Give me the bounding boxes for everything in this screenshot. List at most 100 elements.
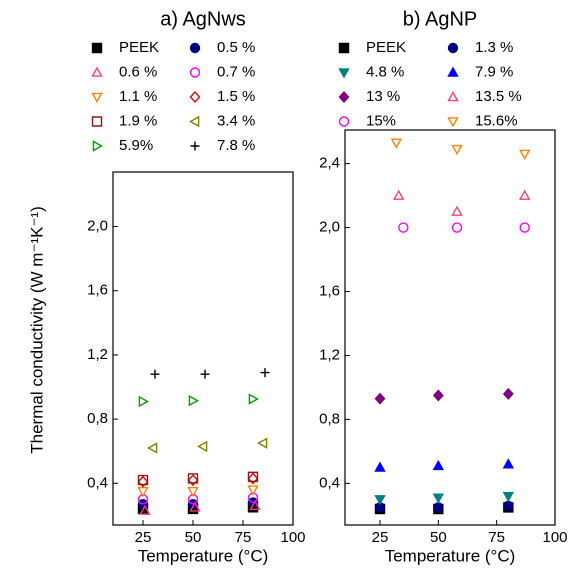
marker (137, 475, 149, 488)
marker (139, 504, 151, 515)
legend-marker (92, 140, 103, 152)
legend-marker (447, 42, 459, 54)
legend-label: 15.6% (475, 112, 518, 129)
marker (518, 189, 531, 200)
marker (260, 368, 270, 378)
y-tick-label: 2,0 (87, 218, 108, 235)
y-tick-label: 2,4 (319, 155, 340, 172)
legend-marker (91, 66, 103, 77)
legend-marker (189, 67, 201, 78)
x-axis-title: Temperature (°C) (385, 546, 516, 565)
marker (503, 500, 514, 511)
y-tick-label: 1,6 (319, 282, 340, 299)
plot-frame (344, 129, 556, 526)
marker (249, 499, 261, 511)
x-tick-label: 25 (135, 529, 152, 546)
y-tick-label: 2,0 (319, 219, 340, 236)
legend-label: 0.7 % (217, 63, 255, 80)
x-tick-label: 75 (488, 529, 505, 546)
marker (247, 472, 259, 485)
marker (247, 485, 259, 496)
marker (392, 189, 405, 200)
x-tick-label: 50 (430, 529, 447, 546)
plot-frame (112, 171, 294, 526)
marker (374, 392, 386, 405)
legend-label: 13 % (366, 88, 400, 105)
legend-label: 15% (366, 112, 396, 129)
marker (137, 487, 149, 498)
marker (138, 395, 149, 408)
y-tick-label: 1,2 (87, 346, 108, 363)
marker (197, 440, 208, 453)
panel-title: b) AgNP (403, 8, 477, 30)
marker (502, 458, 515, 469)
legend-label: 0.5 % (217, 39, 255, 56)
x-tick-label: 100 (542, 529, 567, 546)
legend-label: 13.5 % (475, 88, 522, 105)
marker (189, 501, 201, 512)
legend-label: 1.5 % (217, 88, 255, 105)
marker (398, 222, 409, 233)
legend-marker (338, 42, 350, 54)
y-tick-label: 1,2 (319, 346, 340, 363)
marker (502, 387, 514, 400)
marker (432, 459, 445, 471)
marker (187, 474, 199, 487)
x-axis-title: Temperature (°C) (138, 546, 269, 565)
marker (257, 437, 268, 449)
legend-marker (189, 91, 201, 103)
marker (374, 461, 386, 472)
marker (187, 487, 199, 498)
marker (374, 502, 386, 513)
y-axis-title: Thermal conductivity (W m⁻¹K⁻¹) (27, 206, 46, 453)
marker (187, 494, 199, 505)
marker (200, 369, 210, 379)
legend-marker (91, 42, 103, 54)
marker (137, 494, 149, 505)
legend-label: 5.9% (119, 137, 153, 154)
legend-marker (338, 91, 350, 103)
marker (390, 138, 403, 149)
y-tick-label: 0,8 (319, 410, 340, 427)
legend-marker (447, 91, 459, 102)
marker (374, 495, 386, 506)
legend-marker (338, 68, 350, 79)
legend-marker (189, 115, 200, 128)
marker (247, 492, 259, 503)
marker (451, 222, 463, 233)
x-tick-label: 50 (185, 529, 202, 546)
y-tick-label: 1,6 (87, 282, 108, 299)
marker (451, 205, 463, 216)
legend-label: 1.3 % (475, 39, 513, 56)
legend-label: PEEK (366, 39, 406, 56)
panel-title: a) AgNws (160, 8, 246, 30)
y-tick-label: 0,4 (87, 474, 108, 491)
marker (137, 474, 149, 486)
x-tick-label: 100 (280, 529, 305, 546)
x-tick-label: 25 (372, 529, 389, 546)
marker (248, 393, 259, 405)
legend-label: 3.4 % (217, 112, 255, 129)
marker (519, 222, 530, 233)
legend-label: 0.6 % (119, 63, 157, 80)
legend-marker (190, 141, 200, 151)
marker (518, 149, 531, 160)
legend-marker (91, 92, 103, 103)
marker (247, 471, 259, 483)
marker (188, 394, 199, 407)
y-tick-label: 0,4 (319, 474, 340, 491)
marker (451, 144, 463, 156)
legend-marker (338, 116, 350, 127)
legend-label: 1.1 % (119, 88, 157, 105)
legend-label: PEEK (119, 39, 159, 56)
legend-marker (189, 42, 201, 54)
legend-marker (91, 116, 103, 127)
legend-label: 7.8 % (217, 137, 255, 154)
legend-marker (447, 66, 459, 77)
x-tick-label: 75 (235, 529, 252, 546)
legend-label: 1.9 % (119, 112, 157, 129)
marker (502, 491, 515, 503)
legend-label: 7.9 % (475, 63, 513, 80)
y-tick-label: 0,8 (87, 410, 108, 427)
